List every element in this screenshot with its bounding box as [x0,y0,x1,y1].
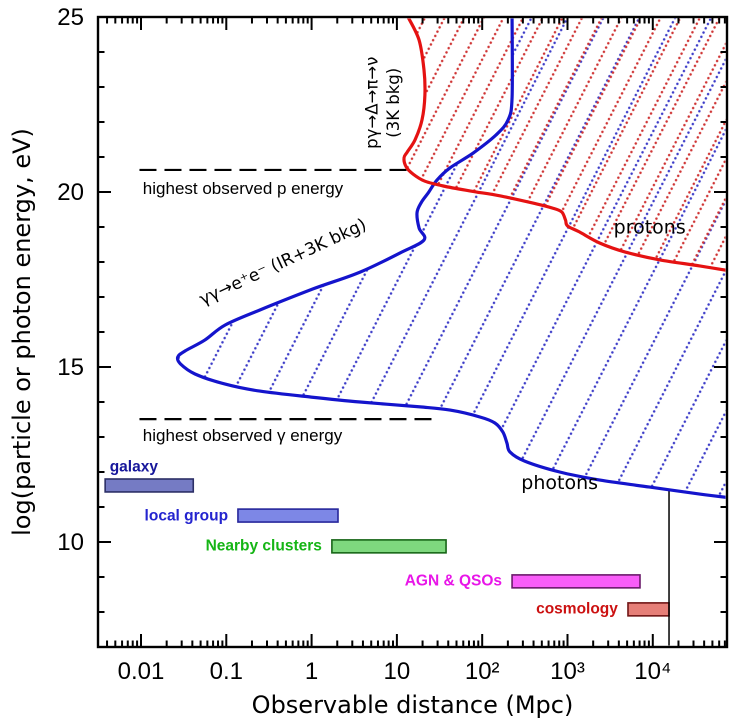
axes: 0.01 0.1 1 10 10² 10³ 10⁴ 10 15 20 25 Observable di… [8,4,729,719]
y-tick-label: 15 [57,354,84,381]
protons-forbidden-region [403,18,726,271]
x-tick-label: 0.1 [210,658,243,685]
p-gamma-delta-label: pγ→Δ→π→ν [362,57,381,149]
bar-agn-qsos [511,574,641,589]
p-gamma-3k-bkg-label: (3K bkg) [384,68,403,138]
bar-label-galaxy: galaxy [110,458,159,475]
bar-local-group [237,508,339,523]
photons-label: photons [521,472,598,494]
bar-label-local-group: local group [145,507,229,524]
x-tick-label: 0.01 [118,658,165,685]
y-axis-title: log(particle or photon energy, eV) [8,128,36,536]
x-tick-label: 10² [465,658,500,685]
x-tick-label: 10³ [550,658,585,685]
highest-observed-p-energy-label: highest observed p energy [143,179,344,198]
y-tick-label: 10 [57,529,84,556]
x-tick-label: 1 [305,658,318,685]
bar-galaxy [104,478,195,493]
y-tick-label: 25 [57,4,84,31]
bar-label-cosmology: cosmology [536,600,618,617]
x-tick-label: 10⁴ [634,658,671,685]
y-tick-label: 20 [57,179,84,206]
x-axis-title: Observable distance (Mpc) [252,691,574,719]
bar-cosmology [627,602,670,617]
x-tick-label: 10 [384,658,411,685]
bar-nearby-clusters [331,539,447,554]
bar-label-nearby-clusters: Nearby clusters [206,537,322,554]
protons-label: protons [614,216,686,238]
bar-label-agn-qsos: AGN & QSOs [405,572,502,589]
highest-observed-gamma-energy-label: highest observed γ energy [143,426,343,445]
protons-curve [402,18,726,272]
plot-area: highest observed p energy highest observe… [104,18,726,646]
